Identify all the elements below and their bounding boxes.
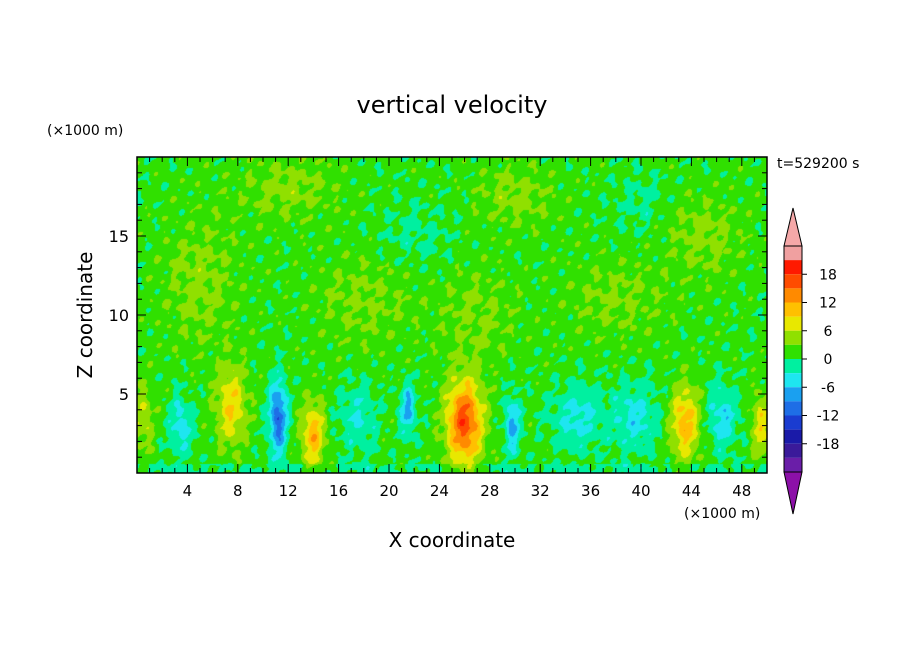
y-axis-label: Z coordinate xyxy=(73,252,97,379)
y-unit-label: (×1000 m) xyxy=(47,123,123,139)
colorbar-tick-label: 12 xyxy=(819,296,837,312)
colorbar-bin xyxy=(784,330,802,345)
x-tick-label: 8 xyxy=(233,482,243,500)
colorbar-bin xyxy=(784,401,802,416)
x-axis-label: X coordinate xyxy=(389,528,516,552)
colorbar-bin xyxy=(784,429,802,444)
colorbar-bin xyxy=(784,457,802,472)
x-tick-label: 40 xyxy=(631,482,650,500)
time-label: t=529200 s xyxy=(777,156,859,172)
y-tick-label: 5 xyxy=(119,385,129,404)
colorbar-tick-label: 18 xyxy=(819,267,837,283)
colorbar-bin xyxy=(784,316,802,331)
chart-title: vertical velocity xyxy=(357,91,548,119)
colorbar-bin xyxy=(784,288,802,303)
x-tick-label: 36 xyxy=(581,482,600,500)
colorbar-bin xyxy=(784,274,802,289)
x-tick-label: 24 xyxy=(430,482,449,500)
colorbar-bin xyxy=(784,302,802,317)
colorbar-bin xyxy=(784,415,802,430)
x-tick-label: 16 xyxy=(329,482,348,500)
colorbar-extend-low xyxy=(783,471,803,515)
x-unit-label: (×1000 m) xyxy=(684,506,760,522)
x-tick-label: 28 xyxy=(480,482,499,500)
colorbar-tick-label: -18 xyxy=(817,437,840,453)
x-tick-label: 4 xyxy=(183,482,193,500)
x-tick-label: 48 xyxy=(732,482,751,500)
colorbar-tick-label: -12 xyxy=(817,409,840,425)
colorbar-bin xyxy=(784,373,802,388)
x-axis-ticks: 4 8 12 16 20 24 28 32 36 40 44 48 xyxy=(149,157,755,500)
colorbar-tick-label: -6 xyxy=(821,380,835,396)
x-tick-label: 12 xyxy=(279,482,298,500)
y-axis-ticks: 5 10 15 xyxy=(109,172,767,458)
x-tick-label: 32 xyxy=(531,482,550,500)
colorbar: 18 12 6 0 -6 -12 -18 xyxy=(783,207,840,515)
colorbar-bin xyxy=(784,344,802,359)
x-tick-label: 20 xyxy=(379,482,398,500)
y-tick-label: 10 xyxy=(109,306,129,325)
colorbar-bin xyxy=(784,246,802,261)
x-tick-label: 44 xyxy=(682,482,701,500)
y-tick-label: 15 xyxy=(109,227,129,246)
colorbar-tick-label: 0 xyxy=(824,352,833,368)
colorbar-bin xyxy=(784,387,802,402)
colorbar-bin xyxy=(784,260,802,275)
velocity-field xyxy=(137,157,767,473)
colorbar-extend-high xyxy=(783,207,803,247)
colorbar-bin xyxy=(784,443,802,458)
colorbar-bin xyxy=(784,359,802,374)
colorbar-tick-label: 6 xyxy=(824,324,833,340)
